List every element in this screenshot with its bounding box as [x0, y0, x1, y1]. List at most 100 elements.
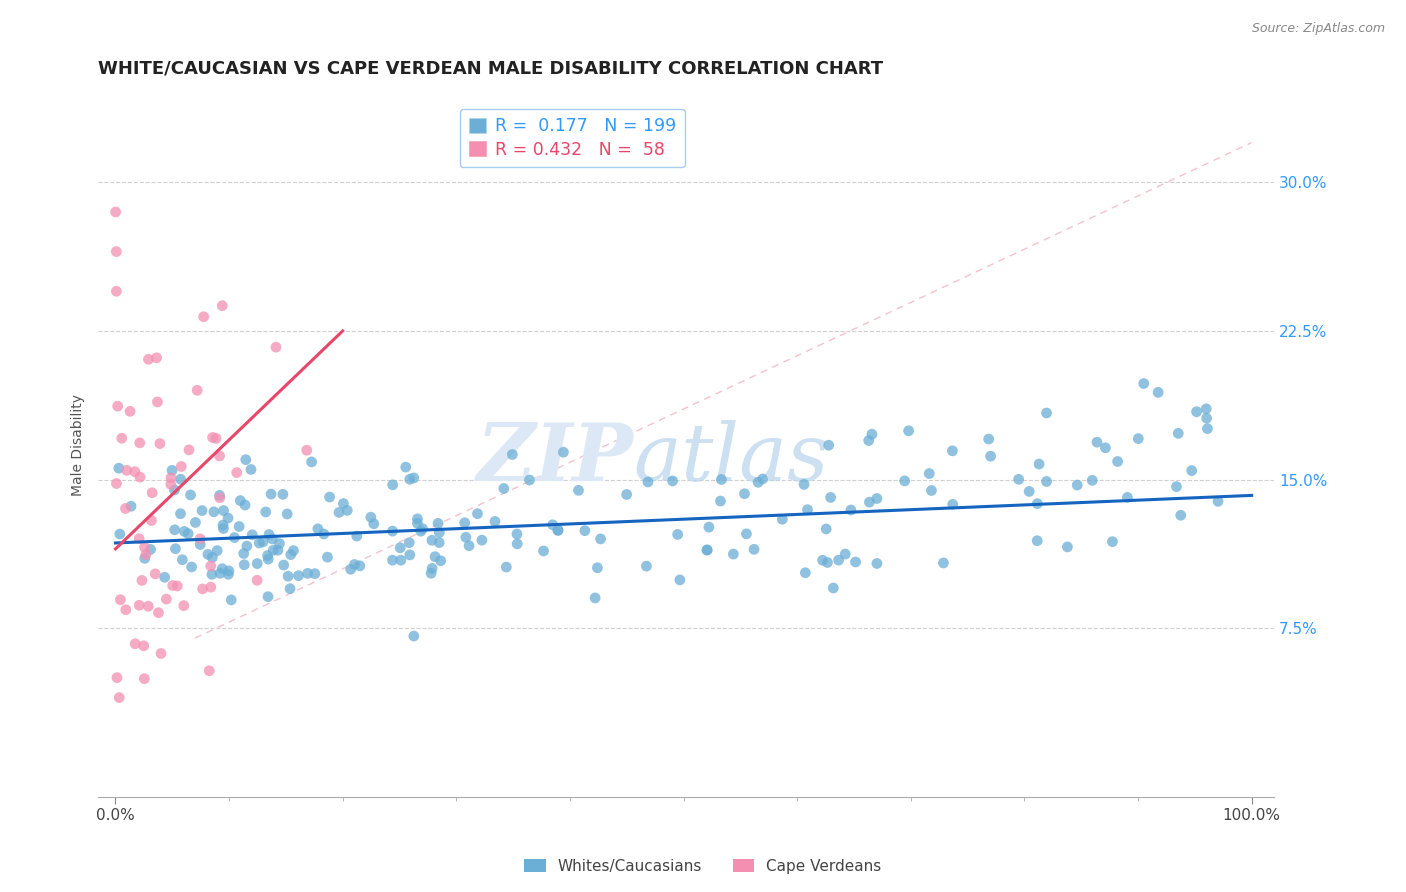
Point [276, 507, 298, 521]
Point [120, 500, 142, 514]
Point [128, 599, 150, 613]
Point [191, 582, 214, 596]
Point [411, 522, 433, 536]
Point [977, 432, 1000, 446]
Point [381, 524, 404, 538]
Point [278, 582, 301, 596]
Point [186, 384, 208, 398]
Point [105, 476, 128, 491]
Point [262, 532, 284, 546]
Point [1107, 454, 1129, 468]
Point [547, 524, 569, 538]
Point [170, 459, 193, 474]
Point [815, 522, 838, 536]
Point [180, 560, 202, 574]
Point [858, 434, 880, 448]
Point [1195, 401, 1218, 416]
Point [402, 471, 425, 485]
Point [208, 488, 231, 502]
Point [163, 483, 186, 497]
Point [246, 574, 269, 588]
Point [471, 533, 494, 548]
Point [1081, 474, 1104, 488]
Point [1166, 480, 1188, 494]
Point [406, 512, 429, 526]
Point [1066, 478, 1088, 492]
Point [211, 299, 233, 313]
Point [897, 424, 920, 438]
Point [225, 466, 247, 480]
Point [139, 542, 162, 557]
Point [817, 556, 839, 570]
Point [307, 522, 329, 536]
Point [208, 491, 231, 505]
Point [177, 526, 200, 541]
Point [120, 404, 142, 418]
Point [1026, 533, 1049, 548]
Point [751, 472, 773, 486]
Point [866, 491, 889, 506]
Point [260, 487, 283, 501]
Point [208, 449, 231, 463]
Point [506, 537, 529, 551]
Point [239, 462, 262, 476]
Point [1197, 422, 1219, 436]
Point [277, 569, 299, 583]
Point [1085, 435, 1108, 450]
Point [661, 474, 683, 488]
Point [193, 310, 215, 324]
Point [269, 536, 291, 550]
Point [280, 548, 302, 562]
Point [839, 503, 862, 517]
Point [257, 590, 280, 604]
Point [148, 606, 170, 620]
Point [107, 399, 129, 413]
Point [1018, 484, 1040, 499]
Point [273, 558, 295, 572]
Point [932, 556, 955, 570]
Point [858, 495, 880, 509]
Point [271, 487, 294, 501]
Point [301, 455, 323, 469]
Point [254, 505, 277, 519]
Point [160, 471, 183, 485]
Point [636, 559, 658, 574]
Point [1116, 491, 1139, 505]
Point [794, 566, 817, 580]
Point [467, 507, 489, 521]
Point [166, 579, 188, 593]
Point [1206, 494, 1229, 508]
Point [427, 535, 450, 549]
Point [287, 568, 309, 582]
Point [423, 549, 446, 564]
Point [519, 473, 541, 487]
Point [240, 528, 263, 542]
Point [200, 580, 222, 594]
Point [134, 541, 156, 555]
Point [920, 483, 942, 498]
Point [427, 516, 450, 531]
Point [547, 523, 569, 537]
Point [159, 477, 181, 491]
Point [402, 629, 425, 643]
Point [409, 524, 432, 539]
Point [541, 517, 564, 532]
Point [796, 502, 818, 516]
Point [583, 591, 606, 605]
Point [134, 672, 156, 686]
Point [105, 671, 128, 685]
Point [218, 564, 240, 578]
Point [332, 497, 354, 511]
Point [297, 566, 319, 581]
Point [131, 574, 153, 588]
Point [918, 467, 941, 481]
Point [406, 516, 429, 531]
Point [198, 664, 221, 678]
Point [501, 448, 523, 462]
Point [349, 558, 371, 573]
Point [173, 599, 195, 613]
Point [454, 516, 477, 530]
Point [188, 538, 211, 552]
Legend: R =  0.177   N = 199, R = 0.432   N =  58: R = 0.177 N = 199, R = 0.432 N = 58 [460, 109, 685, 168]
Point [146, 395, 169, 409]
